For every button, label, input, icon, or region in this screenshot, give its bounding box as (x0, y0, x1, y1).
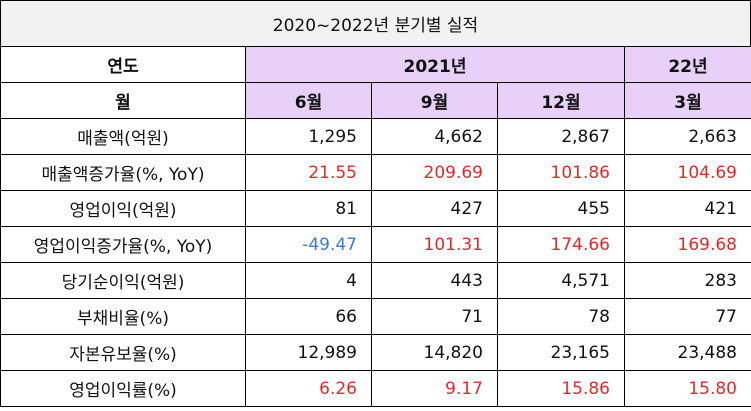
table-cell: 174.66 (497, 226, 625, 263)
table-row-reserve-ratio: 자본유보율(%) 12,989 14,820 23,165 23,488 (0, 334, 751, 371)
table-cell: 78 (497, 298, 625, 335)
table-cell: 2,663 (624, 118, 751, 155)
table-row-revenue: 매출액(억원) 1,295 4,662 2,867 2,663 (0, 118, 751, 155)
table-cell: 6.26 (245, 370, 372, 407)
month-header-9: 9월 (371, 82, 498, 119)
table-cell: 23,488 (624, 334, 751, 371)
row-label: 영업이익(억원) (0, 190, 246, 227)
row-label: 자본유보율(%) (0, 334, 246, 371)
row-label: 영업이익증가율(%, YoY) (0, 226, 246, 263)
table-row-operating-margin: 영업이익률(%) 6.26 9.17 15.86 15.80 (0, 370, 751, 407)
month-header-12: 12월 (497, 82, 625, 119)
year-header-cell: 연도 (0, 46, 246, 83)
table-cell: 455 (497, 190, 625, 227)
table-cell: 101.31 (371, 226, 498, 263)
table-cell: 15.80 (624, 370, 751, 407)
table-cell: 443 (371, 262, 498, 299)
row-label: 매출액(억원) (0, 118, 246, 155)
month-header-6: 6월 (245, 82, 372, 119)
table-cell: 104.69 (624, 154, 751, 191)
row-label: 영업이익률(%) (0, 370, 246, 407)
table-cell: 14,820 (371, 334, 498, 371)
table-cell: 9.17 (371, 370, 498, 407)
table-cell: 4,571 (497, 262, 625, 299)
table-cell: 283 (624, 262, 751, 299)
table-cell: 209.69 (371, 154, 498, 191)
table-cell: 1,295 (245, 118, 372, 155)
month-header-row: 월 6월 9월 12월 3월 (0, 82, 751, 119)
month-header-3: 3월 (624, 82, 751, 119)
row-label: 부채비율(%) (0, 298, 246, 335)
row-label: 당기순이익(억원) (0, 262, 246, 299)
quarterly-results-table: 연도 2021년 22년 월 6월 9월 12월 3월 매출액(억원) 1,29… (0, 46, 751, 407)
table-cell: 23,165 (497, 334, 625, 371)
table-cell: 12,989 (245, 334, 372, 371)
table-cell: 81 (245, 190, 372, 227)
year-2021-header-cell: 2021년 (245, 46, 625, 83)
row-label: 매출액증가율(%, YoY) (0, 154, 246, 191)
table-cell: 77 (624, 298, 751, 335)
table-cell: -49.47 (245, 226, 372, 263)
year-header-row: 연도 2021년 22년 (0, 46, 751, 83)
table-cell: 101.86 (497, 154, 625, 191)
table-cell: 4 (245, 262, 372, 299)
table-cell: 21.55 (245, 154, 372, 191)
month-header-cell: 월 (0, 82, 246, 119)
table-cell: 421 (624, 190, 751, 227)
table-cell: 15.86 (497, 370, 625, 407)
table-row-net-income: 당기순이익(억원) 4 443 4,571 283 (0, 262, 751, 299)
table-row-debt-ratio: 부채비율(%) 66 71 78 77 (0, 298, 751, 335)
table-cell: 2,867 (497, 118, 625, 155)
table-row-operating-profit-growth: 영업이익증가율(%, YoY) -49.47 101.31 174.66 169… (0, 226, 751, 263)
table-cell: 71 (371, 298, 498, 335)
sheet-title: 2020~2022년 분기별 실적 (0, 0, 751, 46)
table-cell: 66 (245, 298, 372, 335)
year-22-header-cell: 22년 (624, 46, 751, 83)
table-row-operating-profit: 영업이익(억원) 81 427 455 421 (0, 190, 751, 227)
table-cell: 427 (371, 190, 498, 227)
table-row-revenue-growth: 매출액증가율(%, YoY) 21.55 209.69 101.86 104.6… (0, 154, 751, 191)
table-cell: 169.68 (624, 226, 751, 263)
table-cell: 4,662 (371, 118, 498, 155)
